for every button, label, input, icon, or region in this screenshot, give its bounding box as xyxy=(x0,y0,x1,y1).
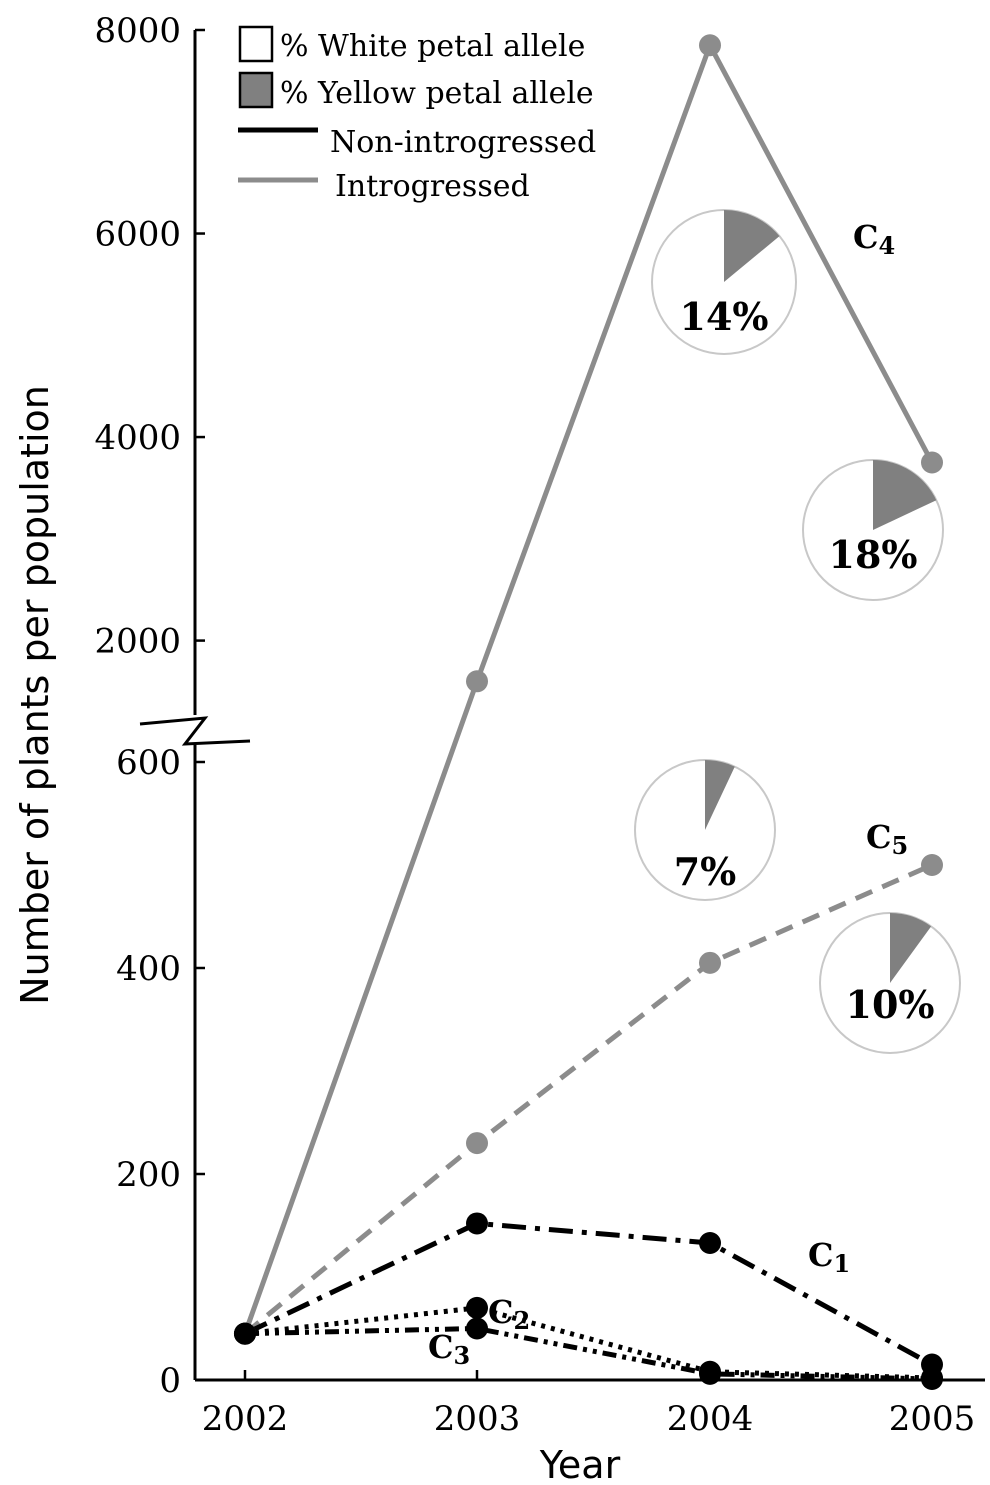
series-line-c4 xyxy=(242,42,935,1335)
series-line-c1 xyxy=(243,1220,934,1367)
y-tick-label: 6000 xyxy=(94,215,181,255)
y-tick-label: 600 xyxy=(116,743,181,783)
axis-break-mark xyxy=(139,716,251,746)
data-point-c3 xyxy=(466,1317,488,1340)
pie-percent-label: 10% xyxy=(846,982,935,1027)
pie-yellow-slice xyxy=(705,760,735,830)
legend: % White petal allele % Yellow petal allel… xyxy=(238,25,596,204)
y-axis-title: Number of plants per population xyxy=(13,385,57,1005)
pie-percent-label: 18% xyxy=(829,532,918,577)
pie-c5-2004: 7% xyxy=(634,759,776,901)
x-tick-label: 2004 xyxy=(667,1399,754,1439)
legend-swatch-white xyxy=(238,25,274,63)
series-labels: C4 C5 C1 C2 C3 xyxy=(428,218,908,1370)
x-tick-label: 2002 xyxy=(202,1399,289,1439)
series-line-c3 xyxy=(244,1326,933,1382)
x-tick-label: 2003 xyxy=(434,1399,521,1439)
y-tick-label: 2000 xyxy=(94,622,181,662)
y-tick-label: 200 xyxy=(116,1155,181,1195)
series-label-c4: C4 xyxy=(853,218,895,260)
data-point-c5 xyxy=(699,951,721,974)
pie-percent-label: 7% xyxy=(674,849,737,894)
legend-label-non: Non-introgressed xyxy=(330,125,596,160)
pie-yellow-slice xyxy=(724,210,780,282)
legend-label-intro: Introgressed xyxy=(335,169,530,204)
y-tick-label: 0 xyxy=(159,1361,181,1401)
series-line-c5 xyxy=(243,862,934,1336)
pie-yellow-slice xyxy=(873,460,937,530)
y-tick-label: 8000 xyxy=(94,11,181,51)
x-axis-title: Year xyxy=(539,1443,621,1485)
y-tick-label: 400 xyxy=(116,949,181,989)
data-point-c1 xyxy=(466,1212,488,1235)
pie-c4-2004: 14% xyxy=(651,209,797,355)
data-point-c5 xyxy=(466,1132,488,1155)
legend-label-yellow: % Yellow petal allele xyxy=(280,76,594,111)
data-point-c4 xyxy=(699,34,721,57)
legend-swatch-yellow xyxy=(238,71,274,109)
data-point-c3 xyxy=(699,1362,721,1385)
legend-label-white: % White petal allele xyxy=(280,29,585,64)
pie-c4-2005: 18% xyxy=(802,459,944,601)
data-point-c5 xyxy=(921,854,943,876)
data-point-c4 xyxy=(466,670,488,693)
series-lines xyxy=(242,42,935,1382)
series-points xyxy=(234,34,943,1390)
series-label-c1: C1 xyxy=(808,1236,850,1278)
y-tick-label: 4000 xyxy=(94,418,181,458)
pie-yellow-slice xyxy=(890,913,932,983)
data-point-c1 xyxy=(699,1232,721,1255)
series-label-c2: C2 xyxy=(488,1293,530,1335)
pie-c5-2005: 10% xyxy=(819,912,961,1054)
axes: 0 200 400 600 2000 4000 6000 8000 2002 2003 2004 20… xyxy=(13,11,985,1485)
series-line-c2 xyxy=(244,1305,933,1381)
data-point-c4 xyxy=(921,451,943,474)
pie-charts: 14% 18% 7% 10% xyxy=(634,209,961,1054)
pie-percent-label: 14% xyxy=(680,294,769,339)
data-point-c2 xyxy=(466,1296,488,1319)
series-label-c3: C3 xyxy=(428,1328,470,1370)
data-point-c3 xyxy=(921,1367,943,1390)
series-label-c5: C5 xyxy=(866,818,908,860)
x-tick-label: 2005 xyxy=(889,1399,976,1439)
data-point-c3 xyxy=(234,1322,256,1345)
